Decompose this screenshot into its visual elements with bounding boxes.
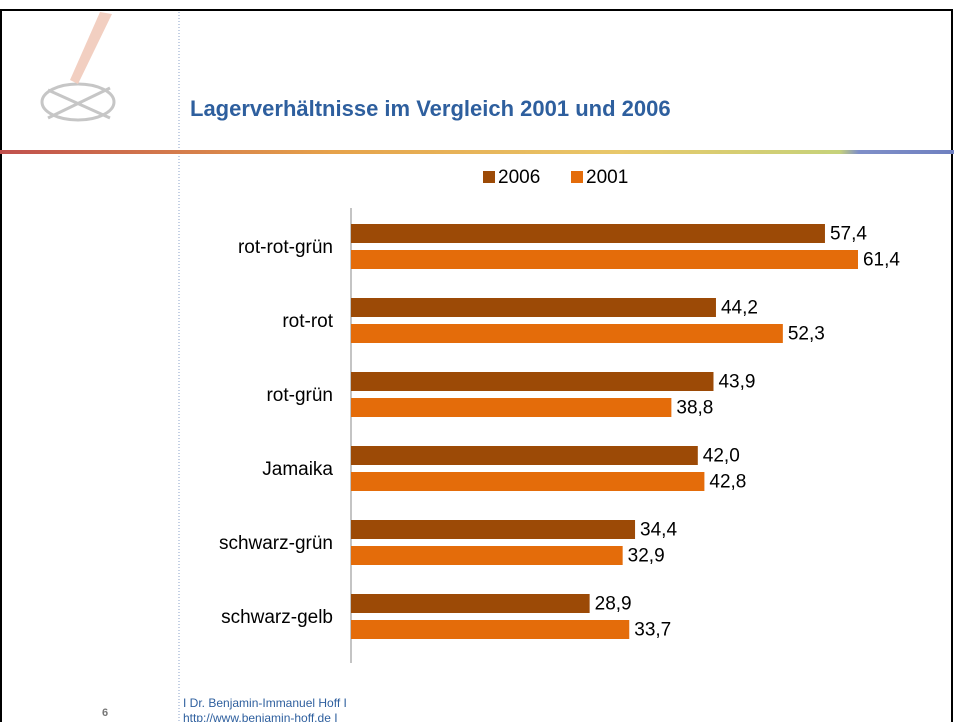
value-label: 32,9 (628, 546, 665, 567)
legend-label: 2001 (586, 167, 628, 188)
value-label: 44,2 (721, 298, 758, 319)
category-label: rot-rot-grün (238, 237, 333, 258)
bar (351, 446, 698, 465)
value-label: 42,8 (709, 472, 746, 493)
title-rule (0, 150, 954, 154)
value-label: 38,8 (676, 398, 713, 419)
category-label: Jamaika (262, 459, 333, 480)
value-label: 28,9 (595, 594, 632, 615)
value-label: 61,4 (863, 250, 900, 271)
category-label: rot-grün (266, 385, 333, 406)
legend-swatch (571, 171, 583, 183)
category-label: schwarz-gelb (221, 607, 333, 628)
value-label: 42,0 (703, 446, 740, 467)
bar (351, 398, 671, 417)
page-number: 6 (102, 707, 108, 719)
bar (351, 298, 716, 317)
category-label: rot-rot (282, 311, 333, 332)
logo (42, 12, 114, 120)
bar (351, 620, 629, 639)
bar (351, 324, 783, 343)
bar (351, 546, 623, 565)
value-label: 34,4 (640, 520, 677, 541)
slide: Lagerverhältnisse im Vergleich 2001 und … (0, 0, 954, 722)
bar (351, 372, 713, 391)
category-label: schwarz-grün (219, 533, 333, 554)
bar (351, 224, 825, 243)
slide-title: Lagerverhältnisse im Vergleich 2001 und … (190, 96, 671, 121)
legend-label: 2006 (498, 167, 540, 188)
bar (351, 250, 858, 269)
legend-swatch (483, 171, 495, 183)
bar (351, 472, 704, 491)
value-label: 57,4 (830, 224, 867, 245)
value-label: 43,9 (718, 372, 755, 393)
footer-line: http://www.benjamin-hoff.de I (183, 711, 338, 722)
value-label: 33,7 (634, 620, 671, 641)
bar (351, 594, 590, 613)
footer-line: I Dr. Benjamin-Immanuel Hoff I (183, 696, 347, 710)
value-label: 52,3 (788, 324, 825, 345)
bar (351, 520, 635, 539)
